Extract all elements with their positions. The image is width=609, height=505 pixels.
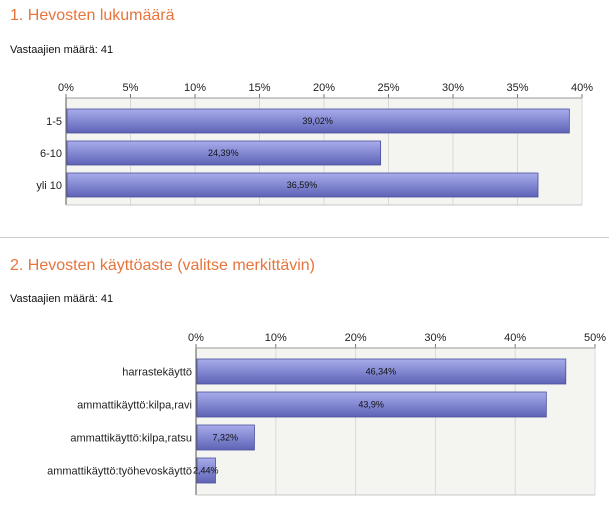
tick-label: 15% (248, 82, 270, 94)
chart-1: 0% 5% 10% 15% 20% 25% 30% 35% 40% 1-5 39,02% 6-10 24… (36, 82, 593, 206)
section-divider (0, 237, 609, 238)
tick-label: 10% (184, 82, 206, 94)
tick-label: 30% (424, 332, 446, 344)
value-label: 46,34% (366, 367, 397, 377)
category-label: ammattikäyttö:kilpa,ratsu (70, 433, 192, 445)
value-label: 2,44% (193, 466, 219, 476)
bar (196, 424, 255, 451)
value-label: 43,9% (358, 400, 384, 410)
tick-label: 30% (442, 82, 464, 94)
chart-2-title: 2. Hevosten käyttöaste (valitse merkittä… (10, 257, 316, 274)
tick-label: 10% (265, 332, 287, 344)
tick-label: 5% (123, 82, 139, 94)
value-label: 39,02% (302, 116, 333, 126)
bar (196, 391, 547, 418)
bar (66, 172, 539, 198)
tick-label: 50% (584, 332, 606, 344)
category-label: 6-10 (40, 148, 62, 160)
chart-2-respondents: Vastaajien määrä: 41 (10, 293, 114, 305)
category-label: ammattikäyttö:työhevoskäyttö (47, 466, 192, 478)
chart-1-title: 1. Hevosten lukumäärä (10, 7, 175, 24)
category-label: 1-5 (46, 116, 62, 128)
tick-label: 40% (571, 82, 593, 94)
tick-label: 40% (504, 332, 526, 344)
bar (66, 140, 382, 166)
bar (66, 108, 570, 134)
value-label: 36,59% (287, 180, 318, 190)
bar (196, 358, 567, 385)
tick-label: 20% (345, 332, 367, 344)
chart-1-respondents: Vastaajien määrä: 41 (10, 44, 114, 56)
tick-label: 0% (188, 332, 204, 344)
value-label: 7,32% (212, 433, 238, 443)
category-label: yli 10 (36, 180, 62, 192)
category-label: ammattikäyttö:kilpa,ravi (77, 400, 192, 412)
chart-2: 0% 10% 20% 30% 40% 50% harrastekäyttö 46,34% amm… (47, 332, 606, 496)
category-label: harrastekäyttö (122, 367, 192, 379)
tick-label: 35% (506, 82, 528, 94)
bar (196, 457, 216, 484)
tick-label: 20% (313, 82, 335, 94)
tick-label: 0% (58, 82, 74, 94)
value-label: 24,39% (208, 148, 239, 158)
tick-label: 25% (377, 82, 399, 94)
